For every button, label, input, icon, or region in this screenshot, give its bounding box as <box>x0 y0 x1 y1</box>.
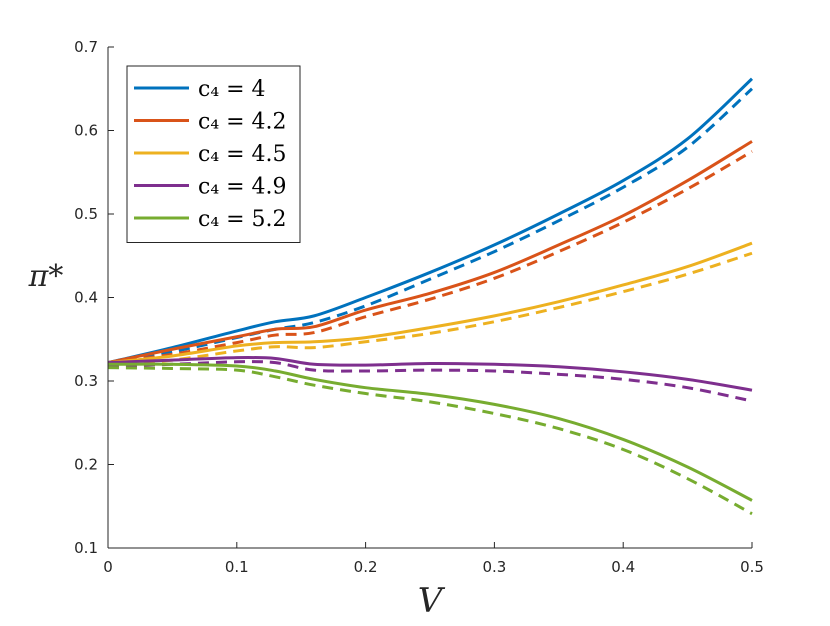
series-dashed-line-4 <box>107 366 753 516</box>
plot-axes: 0 0.1 0.2 0.3 0.4 0.5 0.1 0.2 0.3 0.4 0.5 0.6 0.7 <box>74 38 764 576</box>
y-tick-label: 0.4 <box>74 289 98 307</box>
series-line-4 <box>107 362 753 502</box>
y-tick-label: 0.3 <box>74 372 98 390</box>
series-line-1 <box>107 140 753 365</box>
y-tick-label: 0.5 <box>74 205 98 223</box>
series-dashed-line-2 <box>107 251 753 368</box>
series-dashed-line-1 <box>107 150 753 365</box>
y-tick-label: 0.7 <box>74 38 98 56</box>
x-tick-label: 0.4 <box>611 558 635 576</box>
y-axis-label: π* <box>28 259 64 294</box>
x-tick-label: 0.3 <box>482 558 506 576</box>
series-dashed-line-0 <box>107 87 754 365</box>
y-tick-label: 0.1 <box>74 539 98 557</box>
y-tick-label: 0.2 <box>74 456 98 474</box>
legend-entry-2: c₄ = 4.5 <box>198 142 287 167</box>
plot-marks <box>107 77 754 516</box>
legend-entry-0: c₄ = 4 <box>198 77 266 102</box>
x-tick-label: 0.2 <box>354 558 378 576</box>
series-line-0 <box>107 77 754 365</box>
y-tick-label: 0.6 <box>74 122 98 140</box>
x-tick-label: 0.1 <box>225 558 249 576</box>
legend-entry-3: c₄ = 4.9 <box>198 175 287 200</box>
x-tick-label: 0 <box>103 558 113 576</box>
series-line-2 <box>107 241 753 365</box>
x-axis-label: V <box>418 581 446 621</box>
series-line-3 <box>107 355 753 392</box>
x-tick-label: 0.5 <box>740 558 764 576</box>
legend-entry-4: c₄ = 5.2 <box>198 207 287 232</box>
legend: c₄ = 4 c₄ = 4.2 c₄ = 4.5 c₄ = 4.9 c₄ = 5.2 <box>126 65 301 243</box>
legend-entry-1: c₄ = 4.2 <box>198 110 287 135</box>
series-dashed-line-3 <box>107 360 753 403</box>
